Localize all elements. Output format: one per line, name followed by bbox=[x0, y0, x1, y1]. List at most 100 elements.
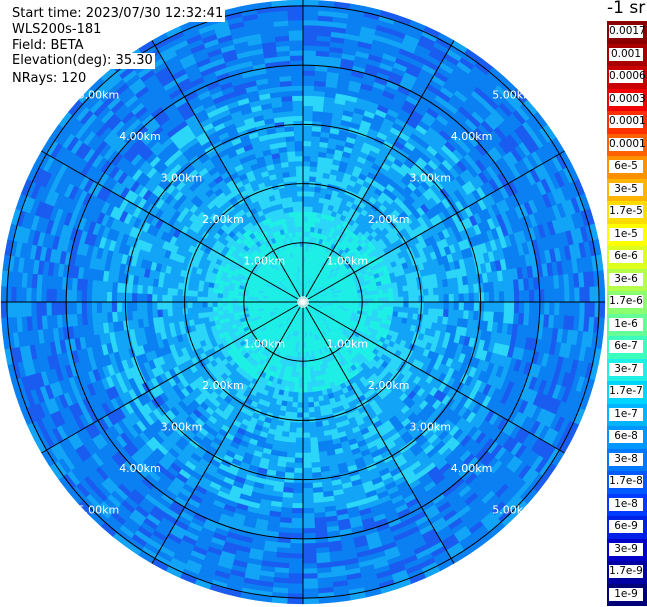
data-cell bbox=[387, 287, 394, 294]
data-cell bbox=[403, 301, 409, 308]
data-cell bbox=[308, 411, 316, 418]
data-cell bbox=[313, 196, 320, 203]
data-cell bbox=[302, 160, 311, 167]
data-cell bbox=[443, 301, 450, 310]
data-cell bbox=[473, 283, 480, 294]
data-cell bbox=[295, 231, 300, 238]
data-cell bbox=[302, 125, 313, 132]
data-cell bbox=[286, 457, 295, 463]
data-cell bbox=[293, 472, 304, 479]
data-cell bbox=[302, 497, 314, 504]
data-cell bbox=[121, 311, 128, 322]
data-cell bbox=[162, 308, 168, 317]
data-cell bbox=[310, 452, 320, 458]
data-cell bbox=[222, 293, 229, 299]
data-cell bbox=[287, 396, 294, 403]
data-cell bbox=[237, 301, 243, 306]
data-cell bbox=[177, 301, 183, 309]
data-cell bbox=[284, 130, 295, 137]
data-cell bbox=[295, 432, 304, 439]
data-cell bbox=[282, 426, 290, 433]
data-cell bbox=[294, 135, 304, 142]
data-cell bbox=[282, 487, 294, 494]
data-cell bbox=[478, 282, 485, 293]
data-cell bbox=[302, 387, 308, 393]
data-cell bbox=[294, 462, 304, 469]
data-cell bbox=[111, 311, 118, 323]
data-cell bbox=[412, 283, 419, 291]
data-cell bbox=[372, 305, 379, 311]
data-cell bbox=[289, 421, 297, 428]
data-cell bbox=[463, 293, 470, 303]
data-cell bbox=[291, 507, 304, 514]
data-cell bbox=[312, 487, 324, 494]
data-cell bbox=[202, 291, 209, 298]
data-cell bbox=[483, 301, 490, 312]
data-cell bbox=[291, 196, 298, 203]
data-cell bbox=[378, 301, 384, 307]
data-cell bbox=[302, 130, 313, 137]
data-cell bbox=[202, 286, 209, 293]
data-cell bbox=[287, 156, 296, 162]
data-cell bbox=[302, 110, 314, 117]
data-cell bbox=[412, 313, 419, 321]
data-cell bbox=[302, 211, 308, 217]
data-cell bbox=[298, 226, 304, 232]
data-cell bbox=[312, 201, 319, 208]
data-cell bbox=[310, 156, 319, 162]
data-cell bbox=[307, 391, 314, 398]
data-cell bbox=[116, 292, 123, 303]
data-cell bbox=[483, 282, 490, 293]
data-cell bbox=[393, 296, 399, 303]
data-cell bbox=[217, 292, 224, 298]
data-cell bbox=[287, 151, 296, 157]
data-cell bbox=[237, 298, 243, 303]
data-cell bbox=[156, 294, 163, 303]
data-cell bbox=[131, 310, 138, 321]
data-cell bbox=[293, 477, 304, 484]
data-cell bbox=[156, 301, 163, 310]
data-cell bbox=[111, 291, 118, 303]
data-cell bbox=[382, 292, 389, 298]
data-cell bbox=[116, 282, 123, 293]
data-cell bbox=[397, 291, 404, 298]
data-cell bbox=[285, 191, 293, 198]
data-cell bbox=[212, 301, 218, 307]
data-cell bbox=[503, 291, 510, 303]
data-cell bbox=[166, 301, 173, 310]
data-cell bbox=[302, 362, 307, 368]
data-cell bbox=[302, 176, 310, 182]
data-cell bbox=[362, 291, 369, 296]
data-cell bbox=[295, 442, 304, 449]
data-cell bbox=[121, 292, 128, 303]
data-cell bbox=[287, 447, 296, 453]
data-cell bbox=[422, 308, 429, 316]
data-cell bbox=[382, 306, 389, 312]
data-cell bbox=[312, 396, 319, 403]
data-cell bbox=[412, 289, 419, 297]
data-cell bbox=[397, 306, 404, 313]
data-cell bbox=[478, 311, 485, 322]
data-cell bbox=[309, 431, 318, 438]
data-cell bbox=[217, 310, 224, 316]
data-cell bbox=[297, 201, 304, 207]
data-cell bbox=[232, 301, 238, 306]
data-cell bbox=[313, 401, 320, 408]
data-cell bbox=[297, 246, 301, 253]
data-cell bbox=[142, 310, 148, 319]
data-cell bbox=[222, 305, 229, 311]
data-cell bbox=[177, 295, 183, 303]
data-cell bbox=[287, 201, 294, 208]
data-cell bbox=[283, 115, 294, 122]
data-cell bbox=[305, 351, 309, 358]
data-cell bbox=[106, 301, 113, 313]
data-cell bbox=[423, 295, 429, 303]
data-cell bbox=[287, 391, 294, 398]
data-cell bbox=[302, 462, 312, 469]
data-cell bbox=[232, 298, 238, 303]
data-cell bbox=[187, 283, 194, 291]
data-cell bbox=[290, 221, 296, 228]
data-cell bbox=[302, 170, 310, 177]
data-cell bbox=[296, 427, 304, 434]
data-cell bbox=[423, 301, 429, 309]
